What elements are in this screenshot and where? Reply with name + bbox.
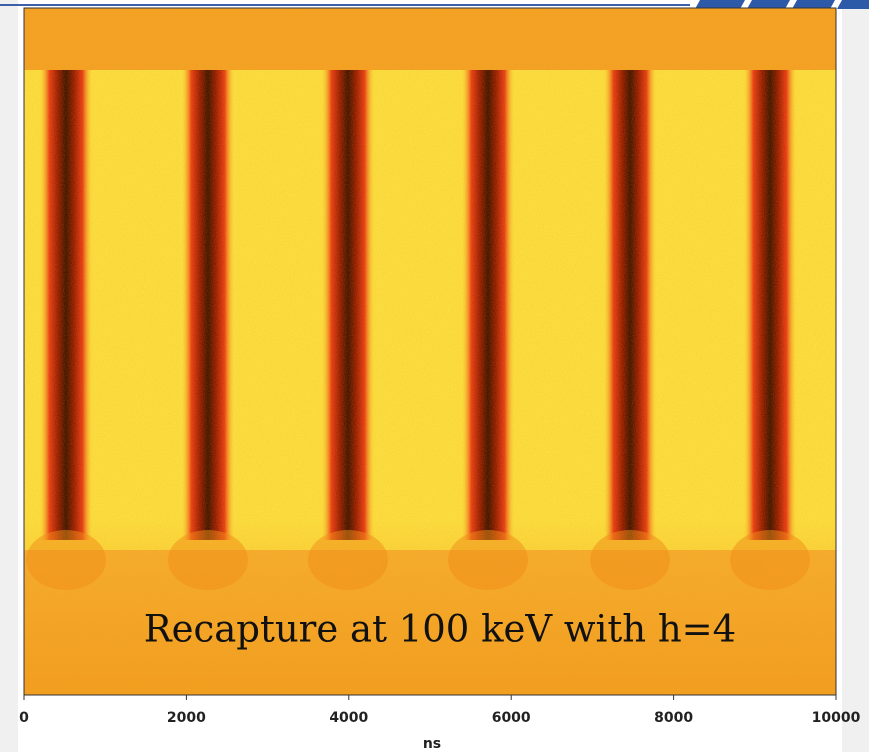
x-axis: 0 2000 4000 6000 8000 10000 [19, 695, 861, 726]
margin [0, 0, 18, 752]
plot-frame [23, 7, 837, 696]
x-tick-label: 4000 [329, 710, 368, 726]
margin [842, 0, 869, 752]
x-tick-label: 0 [19, 710, 29, 726]
x-axis-label: ns [423, 736, 441, 752]
x-tick-label: 2000 [167, 710, 206, 726]
x-tick-label: 6000 [492, 710, 531, 726]
logo [695, 0, 869, 9]
annotation: Recapture at 100 keV with h=4 [144, 608, 736, 651]
x-tick-label: 10000 [812, 710, 861, 726]
heatmap [24, 8, 836, 695]
x-tick-label: 8000 [654, 710, 693, 726]
